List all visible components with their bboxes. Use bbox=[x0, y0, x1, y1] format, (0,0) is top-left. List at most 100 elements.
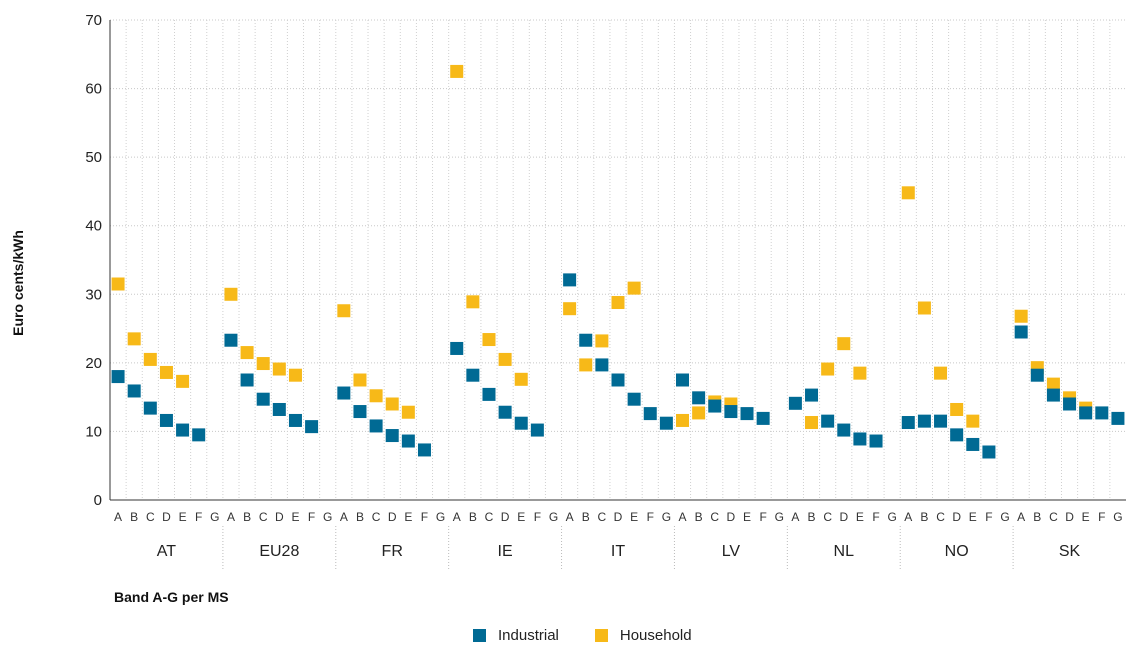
band-tick-label: A bbox=[227, 510, 235, 524]
band-tick-label: B bbox=[920, 510, 928, 524]
band-tick-label: D bbox=[501, 510, 510, 524]
y-tick-label: 0 bbox=[94, 492, 102, 509]
band-tick-label: E bbox=[969, 510, 977, 524]
industrial-marker bbox=[563, 273, 577, 287]
industrial-marker bbox=[192, 428, 206, 442]
industrial-marker bbox=[159, 413, 173, 427]
legend-item-industrial: Industrial bbox=[473, 627, 559, 644]
industrial-marker bbox=[176, 423, 190, 437]
band-tick-label: B bbox=[243, 510, 251, 524]
industrial-marker bbox=[466, 368, 480, 382]
industrial-marker bbox=[627, 392, 641, 406]
industrial-marker bbox=[1014, 325, 1028, 339]
industrial-marker bbox=[837, 423, 851, 437]
industrial-marker bbox=[482, 387, 496, 401]
band-tick-label: G bbox=[1113, 510, 1122, 524]
band-tick-label: A bbox=[679, 510, 687, 524]
household-marker bbox=[498, 352, 512, 366]
gridlines bbox=[110, 19, 1126, 500]
household-marker bbox=[288, 368, 302, 382]
household-marker bbox=[385, 397, 399, 411]
household-marker bbox=[337, 304, 351, 318]
industrial-marker bbox=[611, 373, 625, 387]
industrial-marker bbox=[917, 414, 931, 428]
industrial-marker bbox=[337, 386, 351, 400]
household-marker bbox=[837, 337, 851, 351]
household-marker bbox=[176, 374, 190, 388]
y-tick-label: 20 bbox=[85, 355, 102, 372]
band-tick-label: A bbox=[904, 510, 912, 524]
band-tick-label: C bbox=[710, 510, 719, 524]
household-marker bbox=[482, 333, 496, 347]
band-tick-label: F bbox=[195, 510, 202, 524]
industrial-marker bbox=[788, 396, 802, 410]
band-tick-label: F bbox=[759, 510, 766, 524]
industrial-marker bbox=[853, 432, 867, 446]
band-tick-label: D bbox=[952, 510, 961, 524]
household-marker bbox=[256, 357, 270, 371]
household-marker bbox=[240, 346, 254, 360]
band-tick-label: B bbox=[1033, 510, 1041, 524]
industrial-marker bbox=[272, 402, 286, 416]
industrial-marker bbox=[659, 416, 673, 430]
band-tick-label: B bbox=[582, 510, 590, 524]
band-tick-label: B bbox=[356, 510, 364, 524]
band-tick-label: A bbox=[453, 510, 461, 524]
industrial-marker bbox=[450, 341, 464, 355]
household-marker bbox=[450, 64, 464, 78]
household-marker bbox=[143, 352, 157, 366]
band-tick-label: C bbox=[598, 510, 607, 524]
band-tick-label: A bbox=[566, 510, 574, 524]
industrial-marker bbox=[1063, 397, 1077, 411]
y-axis-ticks: 0 10 20 30 40 50 60 70 bbox=[85, 12, 102, 509]
household-marker bbox=[627, 281, 641, 295]
band-tick-label: C bbox=[823, 510, 832, 524]
band-tick-label: B bbox=[695, 510, 703, 524]
household-marker bbox=[966, 414, 980, 428]
group-label: NO bbox=[945, 543, 969, 560]
band-tick-label: A bbox=[114, 510, 122, 524]
household-marker bbox=[159, 365, 173, 379]
band-tick-label: E bbox=[856, 510, 864, 524]
industrial-marker bbox=[708, 399, 722, 413]
group-label: IE bbox=[498, 543, 513, 560]
industrial-marker bbox=[240, 373, 254, 387]
industrial-marker bbox=[401, 434, 415, 448]
industrial-marker bbox=[676, 373, 690, 387]
industrial-marker bbox=[934, 414, 948, 428]
band-tick-label: F bbox=[872, 510, 879, 524]
legend-swatch-industrial bbox=[473, 629, 486, 642]
industrial-marker bbox=[305, 420, 319, 434]
industrial-marker bbox=[417, 443, 431, 457]
band-tick-label: G bbox=[887, 510, 896, 524]
household-marker bbox=[821, 362, 835, 376]
band-tick-label: G bbox=[775, 510, 784, 524]
y-tick-label: 40 bbox=[85, 218, 102, 235]
band-tick-label: F bbox=[421, 510, 428, 524]
household-marker bbox=[353, 373, 367, 387]
industrial-marker bbox=[579, 333, 593, 347]
band-tick-label: A bbox=[791, 510, 799, 524]
band-tick-label: B bbox=[469, 510, 477, 524]
household-marker bbox=[369, 389, 383, 403]
band-tick-label: F bbox=[985, 510, 992, 524]
band-tick-label: D bbox=[388, 510, 397, 524]
household-marker bbox=[401, 405, 415, 419]
band-tick-label: G bbox=[210, 510, 219, 524]
household-marker bbox=[692, 406, 706, 420]
band-tick-label: G bbox=[323, 510, 332, 524]
legend-label-household: Household bbox=[619, 627, 692, 644]
group-label: AT bbox=[157, 543, 176, 560]
industrial-marker bbox=[224, 333, 238, 347]
industrial-marker bbox=[1111, 411, 1125, 425]
industrial-marker bbox=[1046, 388, 1060, 402]
x-axis-label: Band A-G per MS bbox=[114, 589, 229, 605]
band-tick-label: E bbox=[1082, 510, 1090, 524]
industrial-marker bbox=[901, 416, 915, 430]
industrial-marker bbox=[950, 428, 964, 442]
household-marker bbox=[1014, 309, 1028, 323]
household-marker bbox=[514, 372, 528, 386]
household-marker bbox=[611, 296, 625, 310]
band-tick-label: E bbox=[404, 510, 412, 524]
